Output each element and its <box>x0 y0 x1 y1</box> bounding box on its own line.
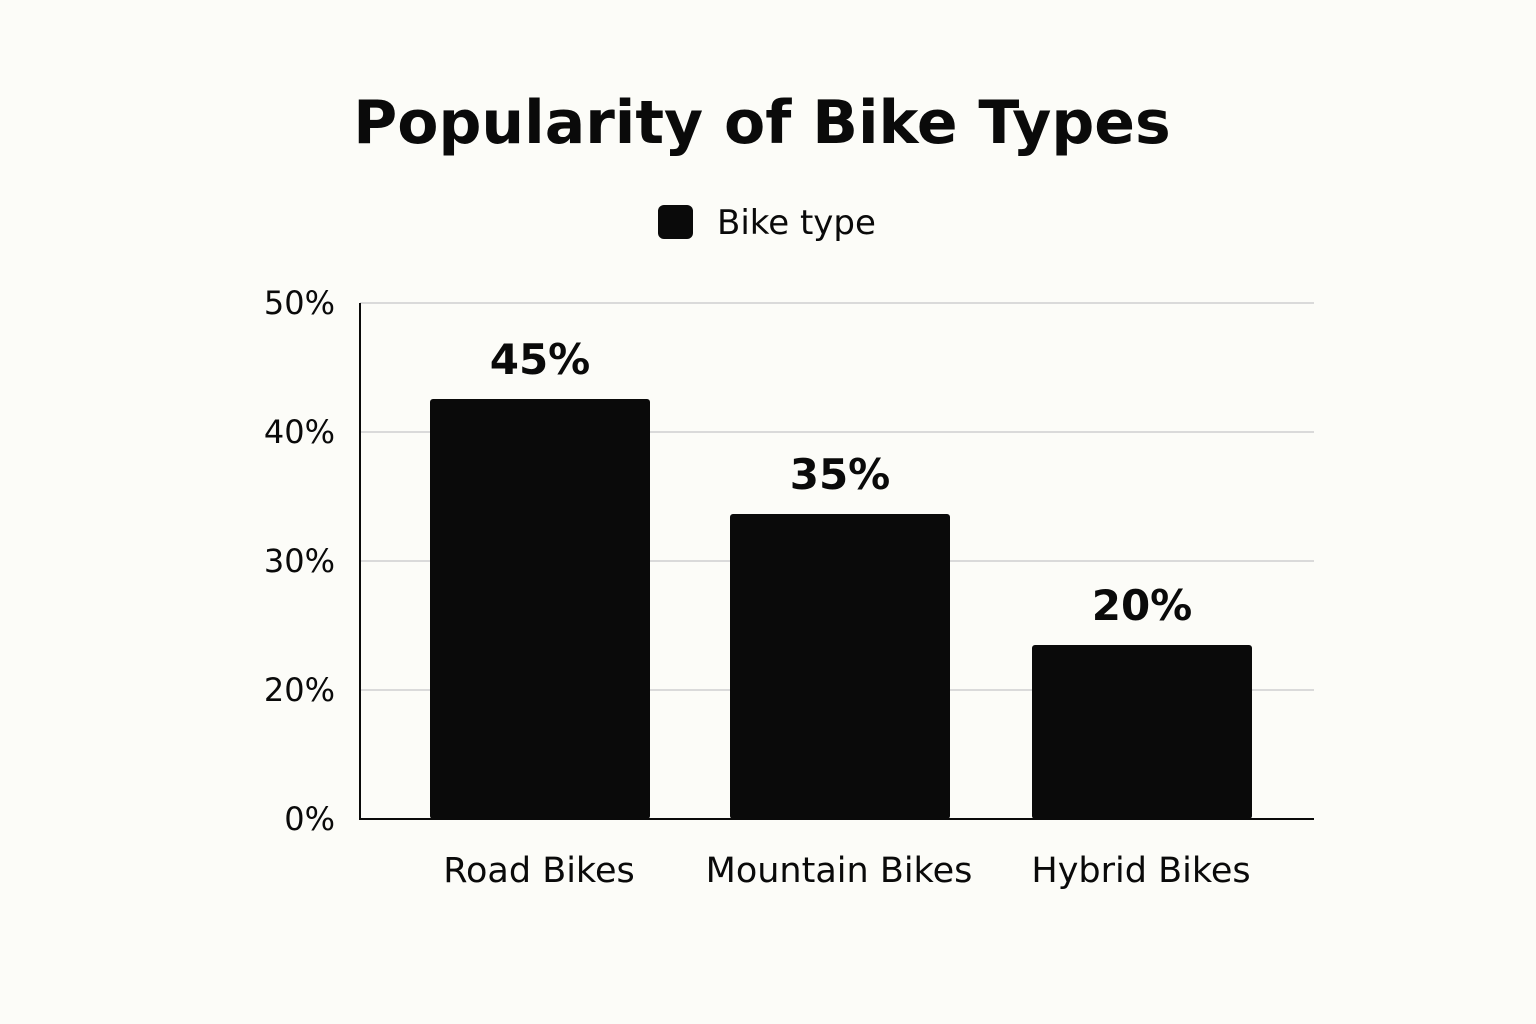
y-tick-label: 40% <box>264 413 335 451</box>
y-tick-label: 30% <box>264 542 335 580</box>
y-tick-label: 50% <box>264 284 335 322</box>
legend: Bike type <box>658 203 876 243</box>
x-tick-label: Hybrid Bikes <box>1031 851 1250 891</box>
data-label: 35% <box>790 450 891 499</box>
data-label: 45% <box>490 335 591 384</box>
x-axis-ticks: Road Bikes Mountain Bikes Hybrid Bikes <box>443 851 1250 891</box>
chart-title: Popularity of Bike Types <box>353 88 1170 158</box>
x-tick-label: Road Bikes <box>443 851 634 891</box>
bar <box>1032 645 1252 819</box>
x-tick-label: Mountain Bikes <box>706 851 973 891</box>
y-axis-ticks: 0% 20% 30% 40% 50% <box>264 284 335 838</box>
legend-swatch <box>658 205 693 239</box>
y-tick-label: 20% <box>264 671 335 709</box>
y-tick-label: 0% <box>284 800 335 838</box>
data-label: 20% <box>1092 581 1193 630</box>
bars <box>430 399 1252 819</box>
bar <box>730 514 950 819</box>
legend-label: Bike type <box>717 203 876 243</box>
data-labels: 45% 35% 20% <box>490 335 1193 630</box>
bar <box>430 399 650 819</box>
